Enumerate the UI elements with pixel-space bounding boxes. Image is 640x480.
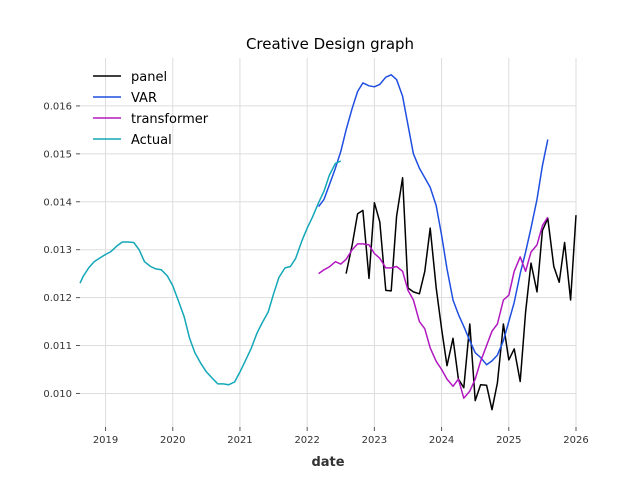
x-tick-label: 2020 (160, 435, 185, 446)
x-axis-label: date (311, 455, 344, 470)
series-line-actual (79, 160, 342, 386)
chart-title: Creative Design graph (246, 35, 414, 53)
series-line-transformer (318, 216, 549, 399)
series-line-panel (345, 177, 577, 411)
legend-label-var: VAR (131, 91, 157, 106)
y-tick-label: 0.011 (43, 341, 72, 352)
grid (80, 58, 577, 427)
legend-label-actual: Actual (131, 133, 172, 148)
legend-label-panel: panel (131, 70, 167, 85)
legend: panel VAR transformer Actual (93, 70, 209, 148)
y-tick-label: 0.013 (43, 245, 72, 256)
y-tick-label: 0.015 (43, 149, 72, 160)
y-tick-label: 0.012 (43, 293, 72, 304)
x-tick-label: 2023 (362, 435, 387, 446)
x-tick-label: 2024 (429, 435, 454, 446)
legend-label-transformer: transformer (131, 112, 209, 127)
axes: 2019 2020 2021 2022 2023 2024 2025 2026 0.010 0.0… (43, 101, 588, 446)
y-tick-label: 0.010 (43, 389, 72, 400)
series-line-var (318, 74, 549, 366)
x-tick-label: 2021 (227, 435, 252, 446)
x-tick-label: 2019 (93, 435, 118, 446)
y-tick-label: 0.014 (43, 197, 72, 208)
x-tick-label: 2026 (563, 435, 588, 446)
x-tick-label: 2022 (294, 435, 319, 446)
y-tick-label: 0.016 (43, 101, 72, 112)
series-lines (79, 74, 577, 411)
x-tick-label: 2025 (496, 435, 521, 446)
